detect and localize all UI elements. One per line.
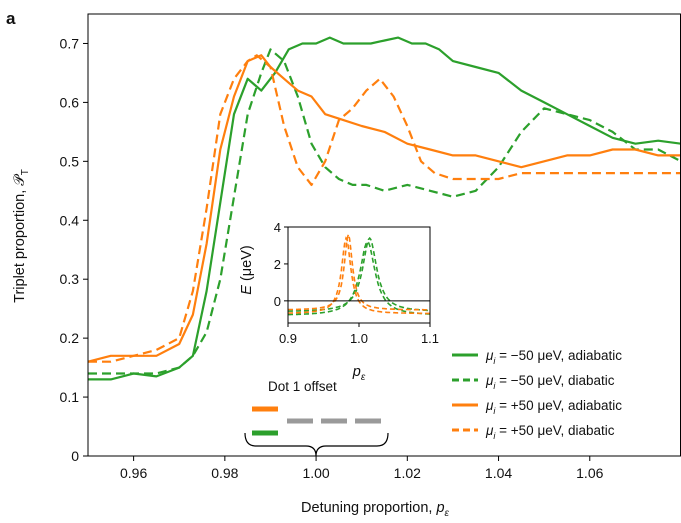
offset-brace xyxy=(244,432,389,457)
inset-plot: 0.9 1.0 1.1 0 2 4 xyxy=(274,220,439,346)
x-tick-label: 1.04 xyxy=(485,465,512,481)
inset-y-tick-label: 0 xyxy=(274,294,281,309)
main-series-line-1 xyxy=(88,48,681,375)
dot-offset-annotation: Dot 1 offset xyxy=(244,379,389,457)
inset-series-line-0 xyxy=(288,236,431,312)
inset-y-tick-label: 4 xyxy=(274,220,281,235)
y-tick-label: 0.1 xyxy=(60,389,80,405)
inset-x-tick-label: 1.1 xyxy=(421,331,439,346)
main-series-group xyxy=(87,36,681,381)
y-axis-label: Triplet proportion, 𝒫T xyxy=(12,169,31,303)
legend-label-3: μi = +50 μeV, diabatic xyxy=(485,423,615,441)
y-tick-label: 0 xyxy=(71,448,79,464)
y-tick-label: 0.4 xyxy=(60,212,80,228)
main-series-line-2 xyxy=(87,54,681,363)
x-tick-label: 1.06 xyxy=(576,465,603,481)
inset-y-ticks: 0 2 4 xyxy=(274,220,288,309)
main-y-ticks: 0 0.1 0.2 0.3 0.4 0.5 0.6 0.7 xyxy=(60,35,88,464)
panel-label: a xyxy=(6,9,16,28)
inset-y-tick-label: 2 xyxy=(274,257,281,272)
x-tick-label: 0.98 xyxy=(211,465,238,481)
y-tick-label: 0.5 xyxy=(60,153,80,169)
inset-x-tick-label: 1.0 xyxy=(350,331,368,346)
main-series-line-3 xyxy=(88,54,681,363)
main-plot: 0.96 0.98 1.00 1.02 1.04 1.06 00.10.20.30.40.… xyxy=(60,13,681,481)
x-tick-label: 0.96 xyxy=(120,465,147,481)
main-x-ticks: 0.96 0.98 1.00 1.02 1.04 1.06 xyxy=(120,456,604,481)
inset-x-tick-label: 0.9 xyxy=(279,331,297,346)
inset-x-ticks: 0.9 1.0 1.1 xyxy=(279,323,439,346)
y-tick-label: 0.7 xyxy=(60,35,80,51)
inset-series-line-1 xyxy=(288,240,430,316)
dot-offset-title: Dot 1 offset xyxy=(268,379,337,394)
inset-series-line-2 xyxy=(287,231,430,311)
legend-label-2: μi = +50 μeV, adiabatic xyxy=(485,398,622,416)
y-tick-label: 0.3 xyxy=(60,271,80,287)
main-series-line-0 xyxy=(88,36,681,381)
y-tick-label: 0.6 xyxy=(60,94,80,110)
inset-x-axis-label: pε xyxy=(352,364,366,383)
inset-y-axis-label: E (μeV) xyxy=(239,245,255,294)
legend-label-0: μi = −50 μeV, adiabatic xyxy=(485,348,622,366)
x-tick-label: 1.02 xyxy=(394,465,421,481)
y-tick-label: 0.2 xyxy=(60,330,80,346)
x-axis-label: Detuning proportion, pε xyxy=(301,500,450,519)
legend: μi = −50 μeV, adiabatic μi = −50 μeV, dia… xyxy=(452,348,622,441)
x-tick-label: 1.00 xyxy=(302,465,329,481)
legend-label-1: μi = −50 μeV, diabatic xyxy=(485,373,615,391)
